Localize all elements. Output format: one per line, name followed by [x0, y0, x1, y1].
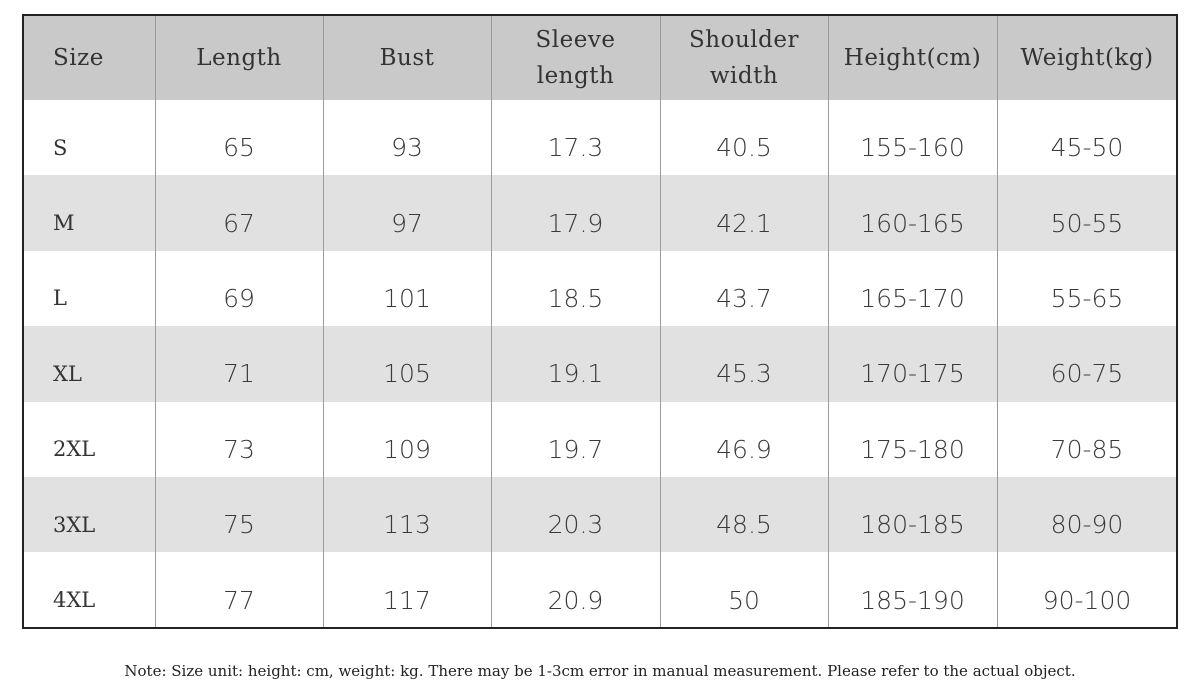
value-cell: 160-165 — [860, 208, 965, 238]
value-cell: 42.1 — [716, 208, 772, 238]
column-divider — [491, 16, 492, 628]
size-cell: 2XL — [53, 437, 96, 462]
size-cell: L — [53, 286, 67, 311]
value-cell: 75 — [223, 510, 255, 540]
value-cell: 73 — [223, 434, 255, 464]
value-cell: 105 — [383, 359, 431, 389]
value-cell: 117 — [383, 585, 431, 615]
value-cell: 113 — [383, 510, 431, 540]
value-cell: 20.3 — [547, 510, 604, 540]
header-cell: Length — [196, 44, 282, 71]
value-cell: 97 — [391, 208, 423, 238]
value-cell: 55-65 — [1050, 283, 1124, 313]
value-cell: 46.9 — [716, 434, 772, 464]
value-cell: 180-185 — [860, 510, 965, 540]
value-cell: 19.1 — [547, 359, 604, 389]
value-cell: 155-160 — [860, 133, 965, 163]
value-cell: 90-100 — [1042, 585, 1132, 615]
value-cell: 17.3 — [547, 133, 604, 163]
value-cell: 60-75 — [1050, 359, 1124, 389]
header-cell: Sleeve length — [535, 26, 616, 89]
header-cell: Height(cm) — [843, 44, 982, 71]
value-cell: 109 — [383, 434, 431, 464]
note: Note: Size unit: height: cm, weight: kg.… — [124, 662, 1076, 680]
size-cell: M — [53, 211, 75, 236]
value-cell: 40.5 — [716, 133, 772, 163]
value-cell: 50 — [728, 585, 760, 615]
header-cell: Size — [53, 44, 104, 71]
column-divider — [155, 16, 156, 628]
value-cell: 67 — [223, 208, 255, 238]
column-divider — [828, 16, 829, 628]
value-cell: 43.7 — [716, 283, 772, 313]
header-band — [23, 15, 1176, 100]
value-cell: 20.9 — [547, 585, 604, 615]
value-cell: 69 — [223, 283, 255, 313]
value-cell: 48.5 — [716, 510, 772, 540]
size-cell: S — [53, 135, 68, 160]
header-cell: Weight(kg) — [1020, 44, 1154, 71]
value-cell: 101 — [383, 283, 431, 313]
table-border — [22, 14, 1178, 629]
column-divider — [997, 16, 998, 628]
size-cell: XL — [53, 361, 82, 386]
value-cell: 70-85 — [1050, 434, 1124, 464]
value-cell: 93 — [391, 133, 423, 163]
value-cell: 45.3 — [716, 359, 772, 389]
value-cell: 175-180 — [860, 434, 965, 464]
value-cell: 77 — [223, 585, 255, 615]
value-cell: 80-90 — [1050, 510, 1124, 540]
value-cell: 65 — [223, 133, 255, 163]
value-cell: 185-190 — [860, 585, 965, 615]
row-band — [23, 477, 1176, 553]
value-cell: 165-170 — [860, 283, 965, 313]
value-cell: 170-175 — [860, 359, 965, 389]
row-band — [23, 326, 1176, 402]
value-cell: 17.9 — [547, 208, 604, 238]
column-divider — [660, 16, 661, 628]
row-band — [23, 175, 1176, 251]
value-cell: 50-55 — [1050, 208, 1124, 238]
header-cell: Shoulder width — [689, 26, 799, 89]
value-cell: 45-50 — [1050, 133, 1124, 163]
size-cell: 4XL — [53, 588, 96, 613]
value-cell: 18.5 — [547, 283, 604, 313]
value-cell: 19.7 — [547, 434, 604, 464]
column-divider — [323, 16, 324, 628]
size-cell: 3XL — [53, 512, 96, 537]
value-cell: 71 — [223, 359, 255, 389]
header-cell: Bust — [379, 44, 435, 71]
